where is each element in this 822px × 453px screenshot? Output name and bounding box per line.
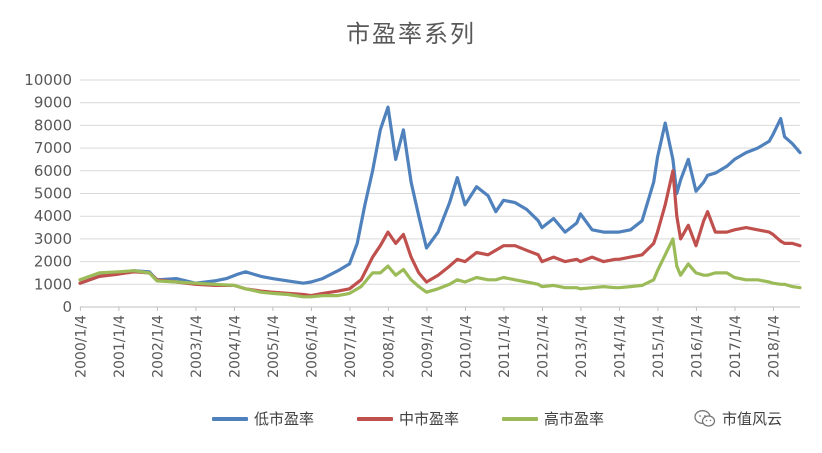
series-line-1 bbox=[78, 169, 802, 298]
legend-swatch bbox=[357, 416, 393, 421]
legend-label: 中市盈率 bbox=[399, 410, 460, 428]
legend-item-high: 高市盈率 bbox=[502, 408, 604, 429]
x-tick-label: 2013/1/4 bbox=[574, 315, 590, 378]
x-tick-label: 2011/1/4 bbox=[497, 315, 513, 378]
y-tick-label: 7000 bbox=[34, 139, 72, 157]
x-tick-label: 2010/1/4 bbox=[458, 315, 474, 378]
legend-swatch bbox=[212, 416, 248, 421]
chart-title: 市盈率系列 bbox=[346, 20, 476, 48]
wechat-icon bbox=[694, 409, 716, 427]
x-tick-label: 2015/1/4 bbox=[651, 315, 667, 378]
x-tick-label: 2008/1/4 bbox=[381, 315, 397, 378]
x-tick-label: 2007/1/4 bbox=[343, 315, 359, 378]
x-tick-label: 2003/1/4 bbox=[189, 315, 205, 378]
x-tick-label: 2006/1/4 bbox=[304, 315, 320, 378]
x-tick-label: 2017/1/4 bbox=[728, 315, 744, 378]
x-tick-label: 2014/1/4 bbox=[612, 315, 628, 378]
legend-swatch bbox=[502, 416, 538, 421]
y-tick-label: 6000 bbox=[34, 162, 72, 180]
y-tick-label: 5000 bbox=[34, 185, 72, 203]
x-tick-label: 2012/1/4 bbox=[535, 315, 551, 378]
y-tick-label: 3000 bbox=[34, 230, 72, 248]
x-tick-label: 2009/1/4 bbox=[420, 315, 436, 378]
series-line-0 bbox=[78, 105, 802, 285]
y-tick-label: 0 bbox=[62, 298, 72, 316]
legend: 低市盈率 中市盈率 高市盈率 bbox=[0, 408, 822, 434]
x-tick-label: 2001/1/4 bbox=[112, 315, 128, 378]
x-tick-label: 2018/1/4 bbox=[766, 315, 782, 378]
watermark: 市值风云 bbox=[694, 408, 782, 429]
y-tick-label: 8000 bbox=[34, 116, 72, 134]
series-line-2 bbox=[78, 237, 802, 299]
x-tick-label: 2004/1/4 bbox=[227, 315, 243, 378]
y-tick-label: 4000 bbox=[34, 207, 72, 225]
legend-item-mid: 中市盈率 bbox=[357, 408, 459, 429]
y-tick-label: 10000 bbox=[24, 71, 72, 89]
watermark-text: 市值风云 bbox=[721, 410, 782, 428]
legend-item-low: 低市盈率 bbox=[212, 408, 314, 429]
x-tick-label: 2005/1/4 bbox=[266, 315, 282, 378]
y-tick-label: 9000 bbox=[34, 94, 72, 112]
legend-label: 低市盈率 bbox=[254, 410, 315, 428]
y-tick-label: 1000 bbox=[34, 275, 72, 293]
legend-label: 高市盈率 bbox=[544, 410, 605, 428]
y-tick-label: 2000 bbox=[34, 253, 72, 271]
x-tick-label: 2016/1/4 bbox=[689, 315, 705, 378]
x-tick-label: 2000/1/4 bbox=[73, 315, 89, 378]
x-tick-label: 2002/1/4 bbox=[150, 315, 166, 378]
